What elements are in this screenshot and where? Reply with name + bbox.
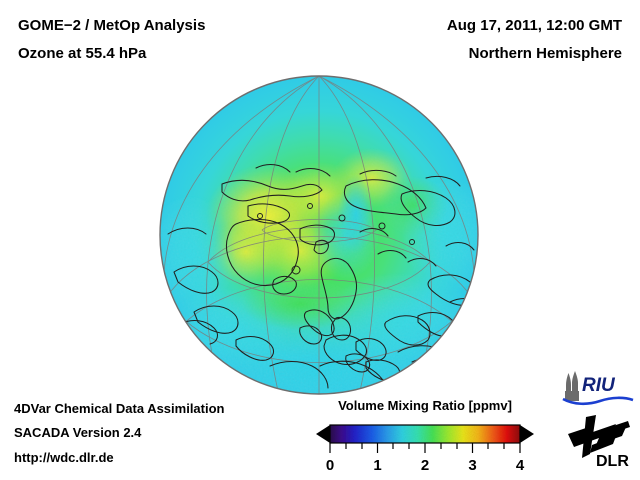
cathedral-towers-icon (565, 371, 579, 401)
footer-method: 4DVar Chemical Data Assimilation (14, 401, 225, 416)
globe-limb (159, 75, 479, 395)
riu-logo: RIU (560, 371, 636, 407)
ozone-anomaly-blobs (160, 148, 478, 394)
title-instrument: GOME−2 / MetOp Analysis (18, 17, 206, 34)
riu-logo-svg: RIU (562, 371, 634, 406)
graticule (160, 76, 478, 394)
colorbar-cap-right (520, 425, 534, 443)
colorbar-svg: 0 1 2 3 4 (316, 424, 534, 474)
colorbar-tick-3: 3 (468, 457, 476, 474)
globe-map (150, 66, 490, 406)
title-quantity: Ozone at 55.4 hPa (18, 45, 147, 62)
coastline-specks (257, 203, 415, 275)
riu-logo-text: RIU (582, 375, 616, 396)
globe-field (160, 76, 478, 394)
globe-svg (159, 75, 479, 395)
colorbar: Volume Mixing Ratio [ppmv] (300, 398, 550, 476)
colorbar-ticks (329, 443, 521, 453)
colorbar-title: Volume Mixing Ratio [ppmv] (338, 398, 512, 413)
dlr-mark-icon (568, 415, 630, 458)
footer-version: SACADA Version 2.4 (14, 425, 142, 440)
colorbar-tick-2: 2 (421, 457, 429, 474)
dlr-logo-text: DLR (596, 453, 629, 470)
colorbar-tick-0: 0 (326, 457, 334, 474)
dlr-logo-svg: DLR (568, 415, 630, 470)
colorbar-tick-1: 1 (373, 457, 381, 474)
coastlines (167, 163, 478, 389)
header-datetime: Aug 17, 2011, 12:00 GMT (446, 17, 622, 34)
colorbar-cap-left (316, 425, 330, 443)
colorbar-tick-labels: 0 1 2 3 4 (326, 457, 525, 474)
footer-url[interactable]: http://wdc.dlr.de (14, 450, 114, 465)
colorbar-tick-4: 4 (516, 457, 525, 474)
colorbar-ramp (330, 425, 520, 443)
header-region: Northern Hemisphere (468, 45, 622, 62)
dlr-logo: DLR (566, 414, 636, 470)
riu-wave-icon (562, 396, 634, 406)
